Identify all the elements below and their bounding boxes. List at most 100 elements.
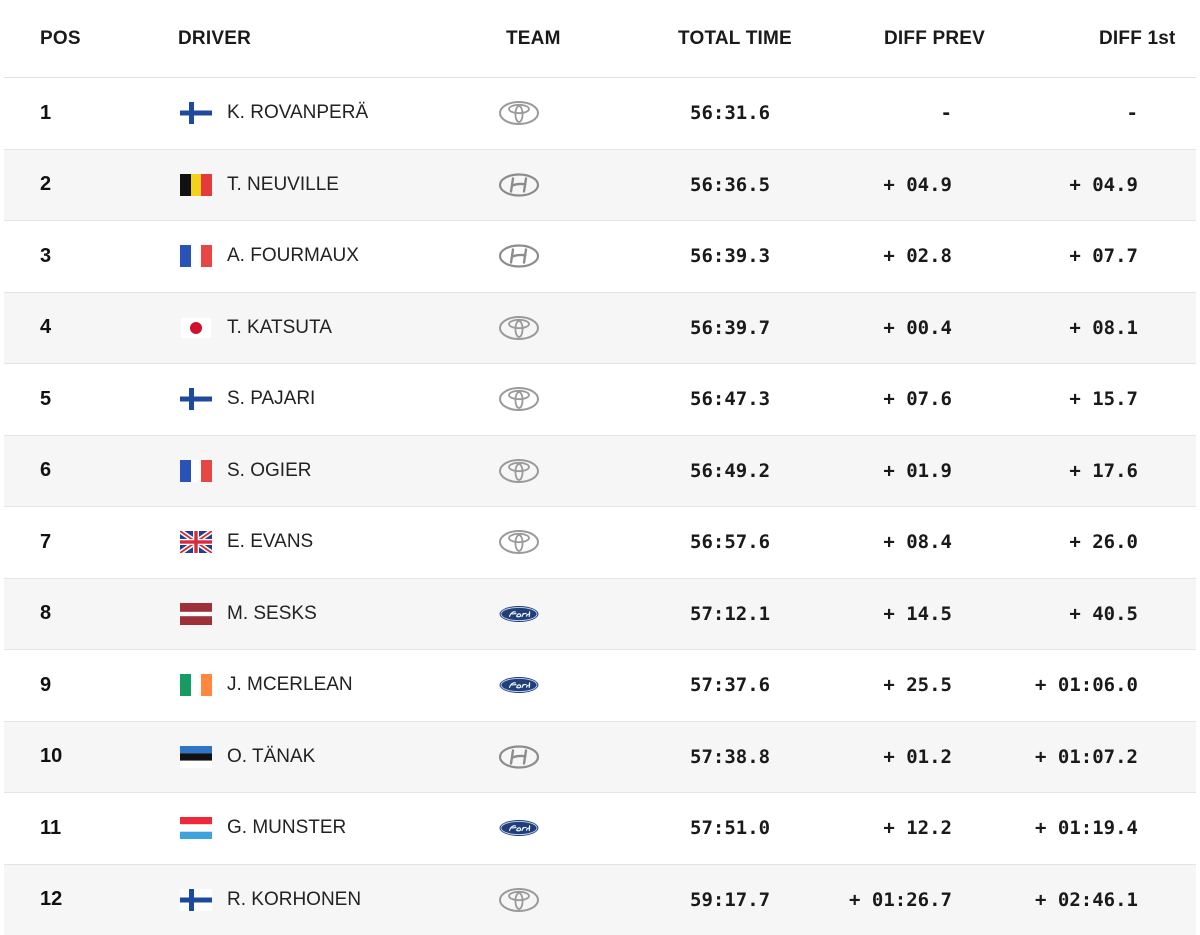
- total-time: 57:51.0: [690, 793, 770, 864]
- header-pos[interactable]: POS: [40, 0, 81, 77]
- diff-prev: + 00.4: [883, 293, 952, 364]
- japan-flag-icon: [180, 317, 227, 339]
- ford-logo-icon: [494, 579, 544, 650]
- driver-cell[interactable]: K. ROVANPERÄ: [180, 78, 368, 149]
- diff-1st: -: [1127, 78, 1138, 149]
- driver-name[interactable]: S. PAJARI: [227, 388, 315, 410]
- results-table: POS DRIVER TEAM TOTAL TIME DIFF PREV DIF…: [4, 0, 1196, 930]
- total-time: 57:12.1: [690, 579, 770, 650]
- diff-1st: + 15.7: [1069, 364, 1138, 435]
- driver-cell[interactable]: S. PAJARI: [180, 364, 315, 435]
- hyundai-logo-icon: [494, 150, 544, 221]
- header-diff-1st[interactable]: DIFF 1st: [1099, 0, 1176, 77]
- toyota-logo-icon: [494, 865, 544, 935]
- diff-1st: + 01:06.0: [1035, 650, 1138, 721]
- france-flag-icon: [180, 460, 227, 482]
- driver-cell[interactable]: A. FOURMAUX: [180, 221, 359, 292]
- position: 12: [40, 865, 62, 935]
- driver-name[interactable]: G. MUNSTER: [227, 817, 346, 839]
- total-time: 56:57.6: [690, 507, 770, 578]
- total-time: 57:37.6: [690, 650, 770, 721]
- diff-prev: + 14.5: [883, 579, 952, 650]
- diff-1st: + 04.9: [1069, 150, 1138, 221]
- table-row[interactable]: 1 K. ROVANPERÄ 56:31.6 - -: [4, 78, 1196, 150]
- toyota-logo-icon: [494, 78, 544, 149]
- driver-name[interactable]: T. NEUVILLE: [227, 174, 339, 196]
- driver-name[interactable]: T. KATSUTA: [227, 317, 332, 339]
- position: 6: [40, 436, 51, 507]
- diff-prev: + 04.9: [883, 150, 952, 221]
- total-time: 56:39.3: [690, 221, 770, 292]
- driver-cell[interactable]: O. TÄNAK: [180, 722, 315, 793]
- driver-cell[interactable]: T. NEUVILLE: [180, 150, 339, 221]
- diff-1st: + 02:46.1: [1035, 865, 1138, 935]
- diff-1st: + 26.0: [1069, 507, 1138, 578]
- diff-prev: -: [941, 78, 952, 149]
- driver-cell[interactable]: S. OGIER: [180, 436, 311, 507]
- ireland-flag-icon: [180, 674, 227, 696]
- toyota-logo-icon: [494, 436, 544, 507]
- table-row[interactable]: 7 E. EVANS 56:57.6 + 08.4 + 26.0: [4, 507, 1196, 579]
- position: 7: [40, 507, 51, 578]
- driver-cell[interactable]: J. MCERLEAN: [180, 650, 353, 721]
- diff-prev: + 01.9: [883, 436, 952, 507]
- driver-cell[interactable]: G. MUNSTER: [180, 793, 346, 864]
- diff-1st: + 08.1: [1069, 293, 1138, 364]
- diff-prev: + 02.8: [883, 221, 952, 292]
- diff-1st: + 40.5: [1069, 579, 1138, 650]
- luxembourg-flag-icon: [180, 817, 227, 839]
- driver-name[interactable]: K. ROVANPERÄ: [227, 102, 368, 124]
- ford-logo-icon: [494, 650, 544, 721]
- header-driver[interactable]: DRIVER: [178, 0, 251, 77]
- toyota-logo-icon: [494, 364, 544, 435]
- driver-cell[interactable]: E. EVANS: [180, 507, 313, 578]
- header-diff-prev[interactable]: DIFF PREV: [884, 0, 985, 77]
- driver-name[interactable]: S. OGIER: [227, 460, 311, 482]
- driver-cell[interactable]: T. KATSUTA: [180, 293, 332, 364]
- total-time: 56:31.6: [690, 78, 770, 149]
- driver-name[interactable]: E. EVANS: [227, 531, 313, 553]
- driver-cell[interactable]: R. KORHONEN: [180, 865, 361, 935]
- finland-flag-icon: [180, 889, 227, 911]
- toyota-logo-icon: [494, 507, 544, 578]
- table-header: POS DRIVER TEAM TOTAL TIME DIFF PREV DIF…: [4, 0, 1196, 78]
- driver-name[interactable]: J. MCERLEAN: [227, 674, 353, 696]
- total-time: 57:38.8: [690, 722, 770, 793]
- total-time: 59:17.7: [690, 865, 770, 935]
- diff-1st: + 01:07.2: [1035, 722, 1138, 793]
- position: 10: [40, 722, 62, 793]
- diff-1st: + 01:19.4: [1035, 793, 1138, 864]
- table-row[interactable]: 3 A. FOURMAUX 56:39.3 + 02.8 + 07.7: [4, 221, 1196, 293]
- position: 2: [40, 150, 51, 221]
- diff-prev: + 08.4: [883, 507, 952, 578]
- table-row[interactable]: 9 J. MCERLEAN 57:37.6 + 25.5 + 01:06.0: [4, 650, 1196, 722]
- driver-cell[interactable]: M. SESKS: [180, 579, 317, 650]
- position: 8: [40, 579, 51, 650]
- diff-prev: + 25.5: [883, 650, 952, 721]
- hyundai-logo-icon: [494, 221, 544, 292]
- driver-name[interactable]: O. TÄNAK: [227, 746, 315, 768]
- table-row[interactable]: 8 M. SESKS 57:12.1 + 14.5 + 40.5: [4, 579, 1196, 651]
- total-time: 56:39.7: [690, 293, 770, 364]
- position: 9: [40, 650, 51, 721]
- position: 3: [40, 221, 51, 292]
- driver-name[interactable]: R. KORHONEN: [227, 889, 361, 911]
- france-flag-icon: [180, 245, 227, 267]
- toyota-logo-icon: [494, 293, 544, 364]
- diff-1st: + 07.7: [1069, 221, 1138, 292]
- header-team[interactable]: TEAM: [506, 0, 561, 77]
- driver-name[interactable]: M. SESKS: [227, 603, 317, 625]
- driver-name[interactable]: A. FOURMAUX: [227, 245, 359, 267]
- total-time: 56:47.3: [690, 364, 770, 435]
- position: 1: [40, 78, 51, 149]
- header-total-time[interactable]: TOTAL TIME: [678, 0, 792, 77]
- belgium-flag-icon: [180, 174, 227, 196]
- finland-flag-icon: [180, 102, 227, 124]
